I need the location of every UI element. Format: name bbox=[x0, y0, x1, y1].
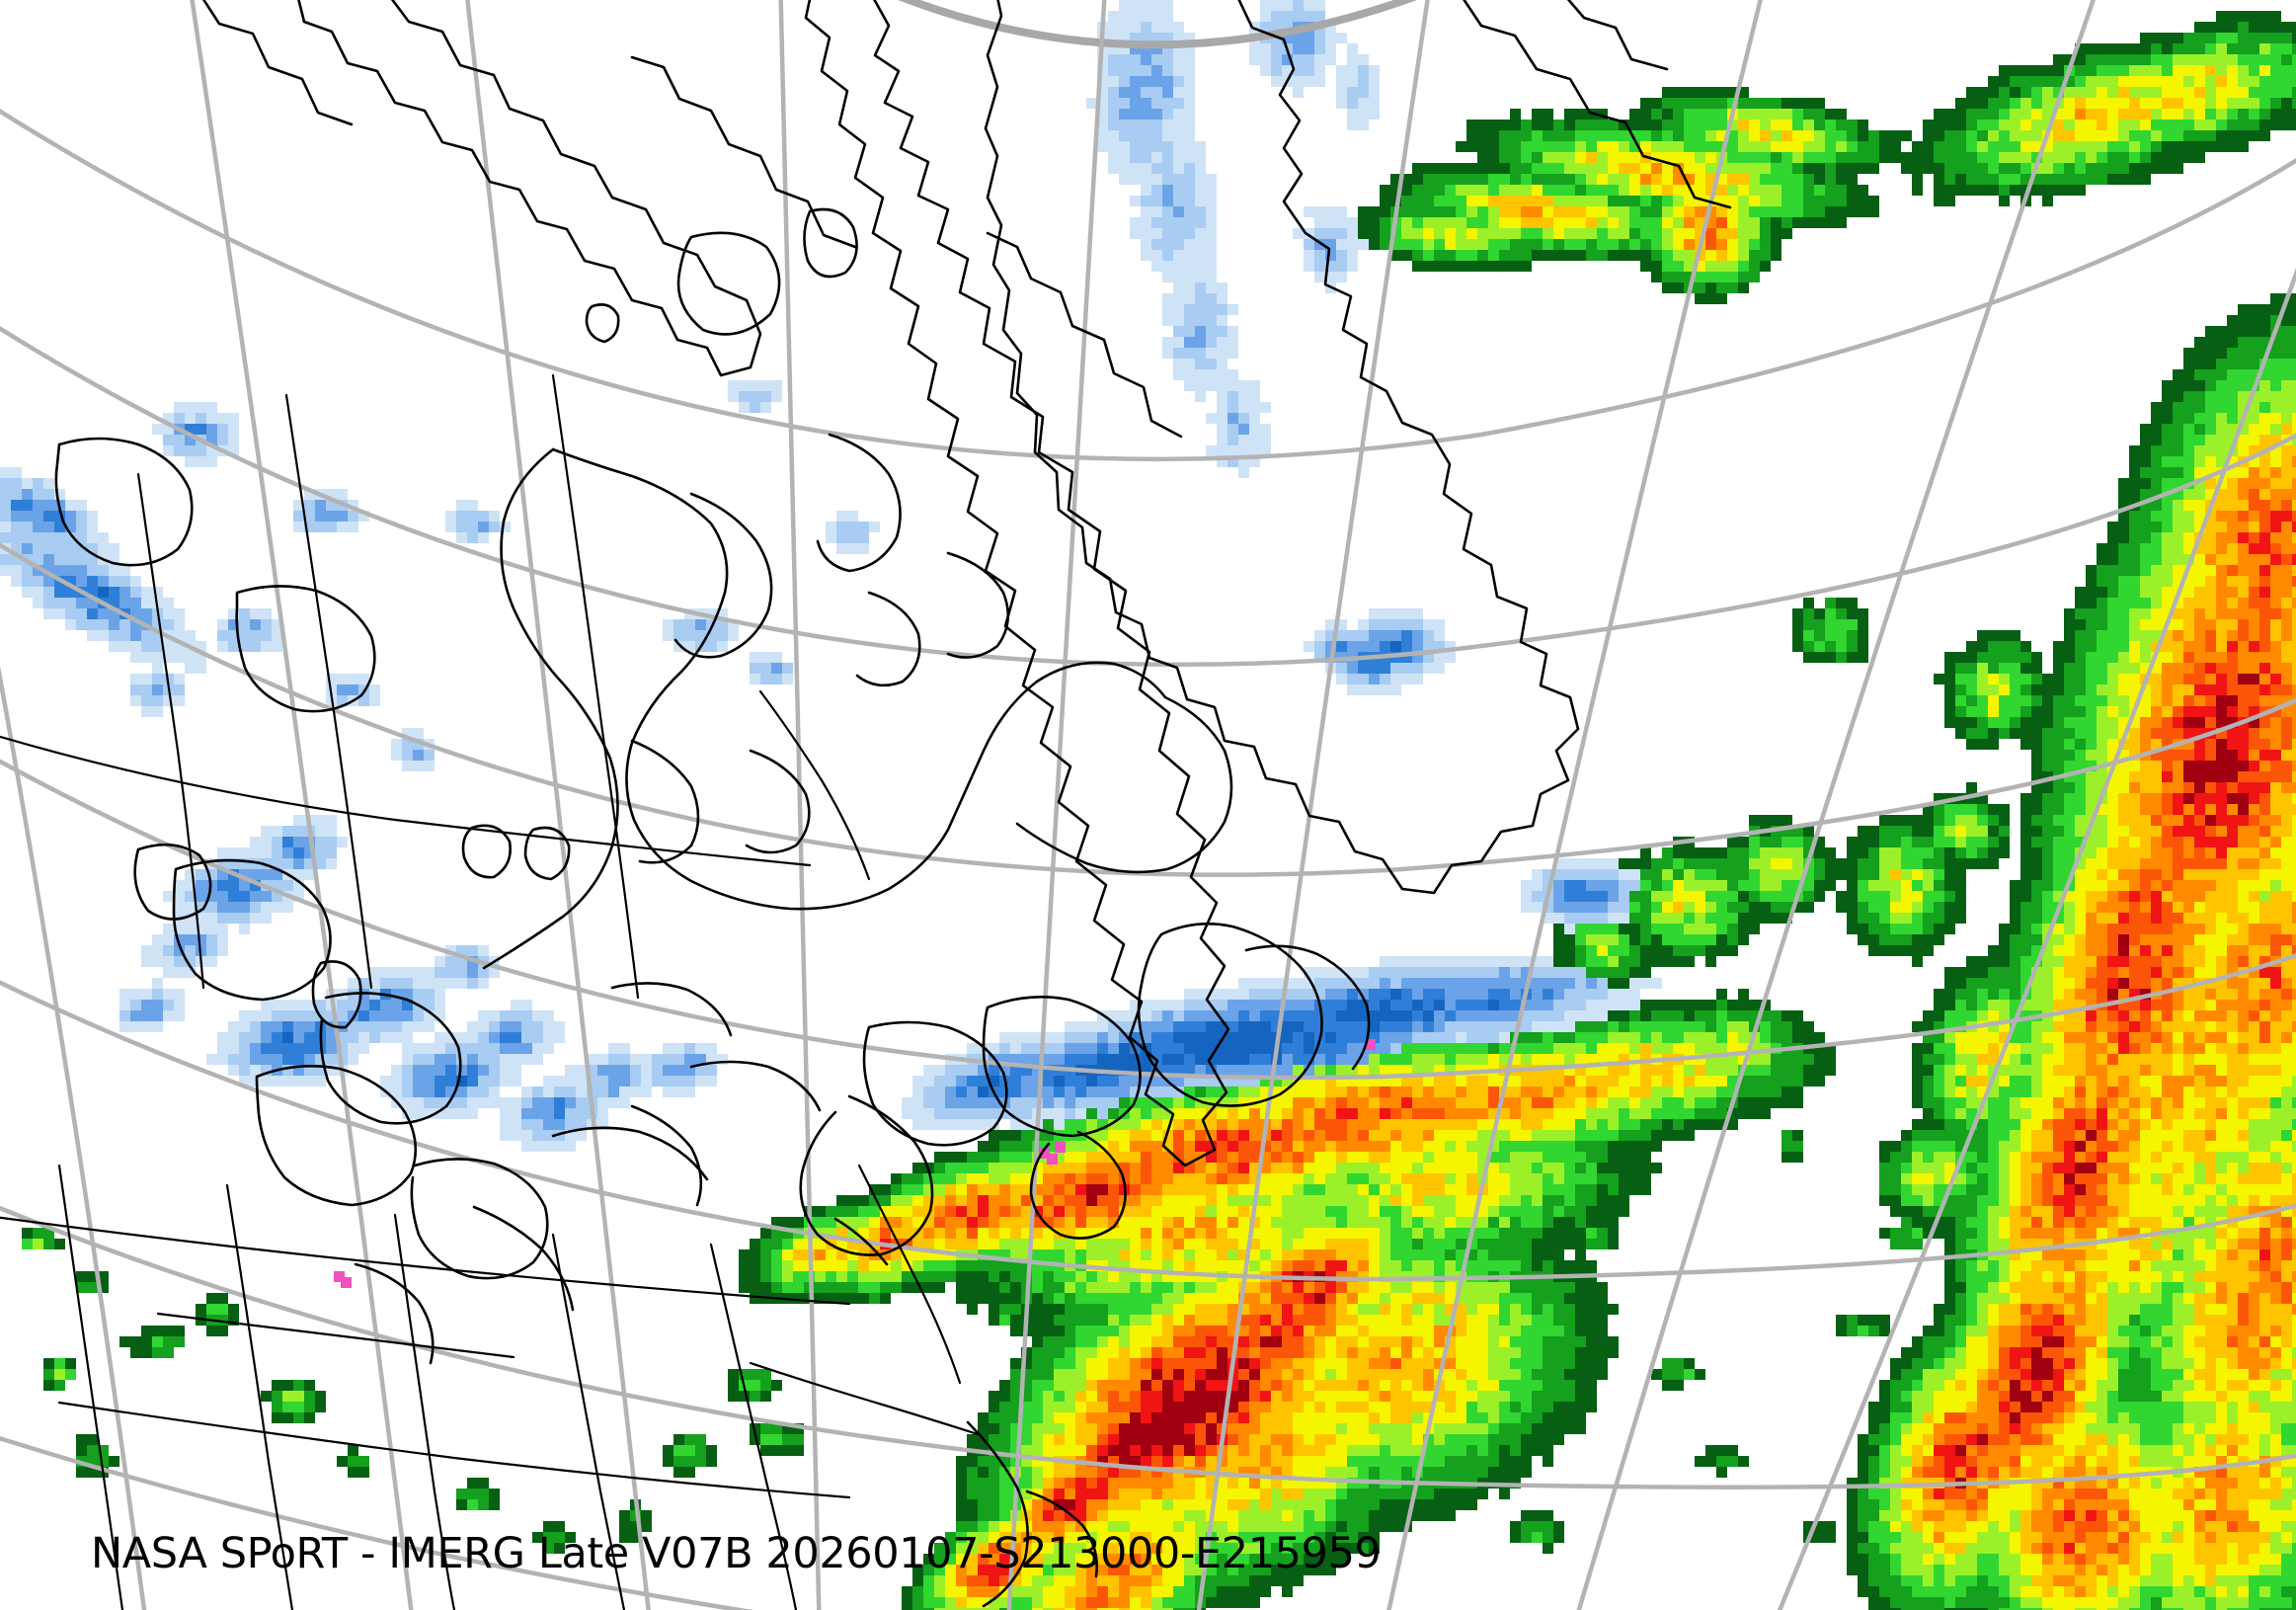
great-lakes-coastline bbox=[54, 437, 733, 1365]
us-east-coast bbox=[833, 1217, 1098, 1608]
map-caption: NASA SPoRT - IMERG Late V07B 20260107-S2… bbox=[91, 1529, 1382, 1578]
hudson-bay-quebec-coastline bbox=[482, 433, 1233, 970]
political-borders bbox=[0, 373, 980, 1610]
maritimes-coastline bbox=[630, 923, 1371, 1256]
arctic-archipelago-coastline bbox=[133, 0, 1230, 1167]
greenland-coastline bbox=[984, 0, 1732, 895]
